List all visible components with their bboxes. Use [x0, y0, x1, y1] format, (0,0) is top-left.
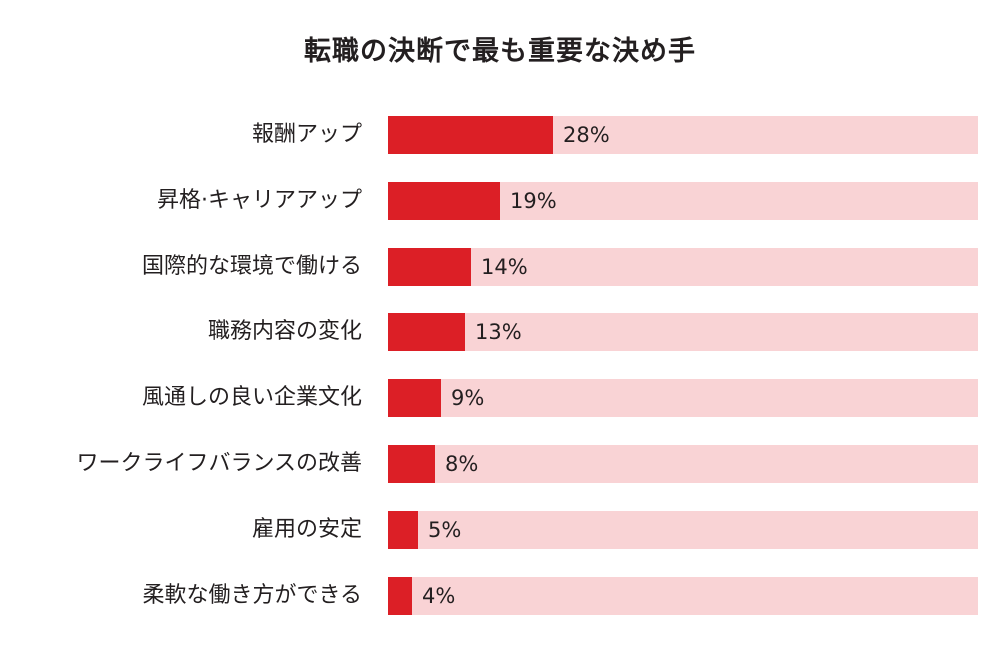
- bar-track: 5%: [388, 511, 978, 549]
- bar: [388, 379, 441, 417]
- bar: [388, 313, 465, 351]
- bar: [388, 445, 435, 483]
- value-label: 4%: [422, 584, 456, 608]
- bar-row: 雇用の安定 5%: [0, 510, 1000, 550]
- value-label: 13%: [475, 320, 522, 344]
- category-label: 雇用の安定: [251, 517, 362, 542]
- category-label: 報酬アップ: [251, 122, 362, 147]
- bar-row: ワークライフバランスの改善 8%: [0, 444, 1000, 484]
- bar-track: 4%: [388, 577, 978, 615]
- chart-title: 転職の決断で最も重要な決め手: [304, 36, 696, 67]
- value-label: 28%: [563, 123, 610, 147]
- bar-track: 14%: [388, 248, 978, 286]
- bar: [388, 116, 553, 154]
- category-label: 職務内容の変化: [207, 319, 362, 344]
- value-label: 5%: [428, 518, 462, 542]
- bar-track: 9%: [388, 379, 978, 417]
- category-label: 国際的な環境で働ける: [141, 254, 362, 279]
- bar: [388, 182, 500, 220]
- bar-row: 柔軟な働き方ができる 4%: [0, 576, 1000, 616]
- category-label: 昇格·キャリアアップ: [157, 188, 362, 213]
- bar-track: 28%: [388, 116, 978, 154]
- bar-track: 13%: [388, 313, 978, 351]
- bar-row: 報酬アップ 28%: [0, 115, 1000, 155]
- bar-track: 19%: [388, 182, 978, 220]
- category-label: 柔軟な働き方ができる: [142, 583, 362, 608]
- value-label: 9%: [451, 386, 485, 410]
- bar: [388, 577, 412, 615]
- bar: [388, 248, 471, 286]
- bar-track: 8%: [388, 445, 978, 483]
- value-label: 19%: [510, 189, 557, 213]
- bar: [388, 511, 418, 549]
- bar-row: 国際的な環境で働ける 14%: [0, 247, 1000, 287]
- value-label: 8%: [445, 452, 479, 476]
- bar-row: 昇格·キャリアアップ 19%: [0, 181, 1000, 221]
- category-label: ワークライフバランスの改善: [76, 451, 362, 476]
- bar-row: 職務内容の変化 13%: [0, 312, 1000, 352]
- bar-row: 風通しの良い企業文化 9%: [0, 378, 1000, 418]
- value-label: 14%: [481, 255, 528, 279]
- category-label: 風通しの良い企業文化: [141, 385, 362, 410]
